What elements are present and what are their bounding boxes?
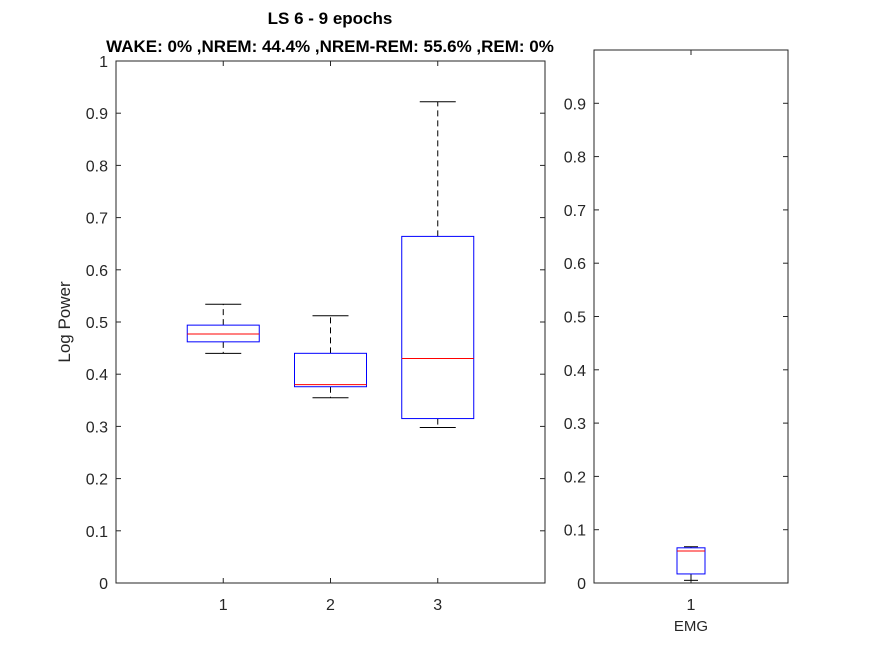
y-tick-label: 0.4 xyxy=(564,363,586,380)
y-tick-label: 0.7 xyxy=(564,203,586,220)
box-1 xyxy=(186,303,260,354)
y-tick-label: 0 xyxy=(577,576,586,593)
y-tick-label: 0.1 xyxy=(564,523,586,540)
y-tick-label: 0.4 xyxy=(86,367,108,384)
y-tick-label: 0.5 xyxy=(564,310,586,327)
y-tick-label: 0.2 xyxy=(86,472,108,489)
y-tick-label: 0.8 xyxy=(86,158,108,175)
box-1 xyxy=(676,546,706,581)
y-tick-label: 0.5 xyxy=(86,315,108,332)
x-tick-label: 1 xyxy=(219,597,228,614)
box-iqr xyxy=(186,324,260,343)
box-iqr xyxy=(294,352,367,388)
y-tick-label: 0.7 xyxy=(86,211,108,228)
y-tick-label: 0.6 xyxy=(564,256,586,273)
axes-panel-2: 0 0.1 0.2 0.3 0.4 0.5 0.6 0.7 0.8 0.9 1 EMG xyxy=(564,49,789,635)
y-tick-label: 0.2 xyxy=(564,469,586,486)
y-tick-label: 0.9 xyxy=(564,96,586,113)
y-tick-label: 0.3 xyxy=(86,419,108,436)
y-tick-label: 1 xyxy=(99,54,108,71)
y-tick-label: 0.6 xyxy=(86,263,108,280)
y-tick-label: 0.3 xyxy=(564,416,586,433)
chart-title: LS 6 - 9 epochs xyxy=(268,9,393,28)
box-3 xyxy=(401,101,475,428)
axes-panel-1: 0 0.1 0.2 0.3 0.4 0.5 0.6 0.7 0.8 0.9 1 1 2 3 Log Powe… xyxy=(55,54,546,614)
box-iqr xyxy=(676,547,706,575)
axes-layer: 0 0.1 0.2 0.3 0.4 0.5 0.6 0.7 0.8 0.9 1 1 2 3 Log Powe… xyxy=(55,49,789,635)
x-tick-label: 1 xyxy=(687,597,696,614)
box-iqr xyxy=(401,235,475,420)
y-tick-label: 0.1 xyxy=(86,524,108,541)
x-tick-label: 2 xyxy=(326,597,335,614)
y-axis-label: Log Power xyxy=(55,281,74,363)
y-tick-label: 0.9 xyxy=(86,106,108,123)
y-tick-label: 0 xyxy=(99,576,108,593)
y-tick-label: 0.8 xyxy=(564,150,586,167)
chart-subtitle: WAKE: 0% ,NREM: 44.4% ,NREM-REM: 55.6% ,… xyxy=(106,37,554,56)
x-tick-label: 3 xyxy=(433,597,442,614)
axes-frame xyxy=(593,49,789,584)
x-axis-label: EMG xyxy=(674,618,708,635)
box-2 xyxy=(294,315,367,399)
